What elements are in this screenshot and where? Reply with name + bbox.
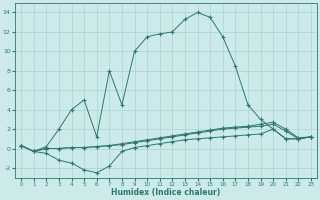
X-axis label: Humidex (Indice chaleur): Humidex (Indice chaleur) <box>111 188 221 197</box>
